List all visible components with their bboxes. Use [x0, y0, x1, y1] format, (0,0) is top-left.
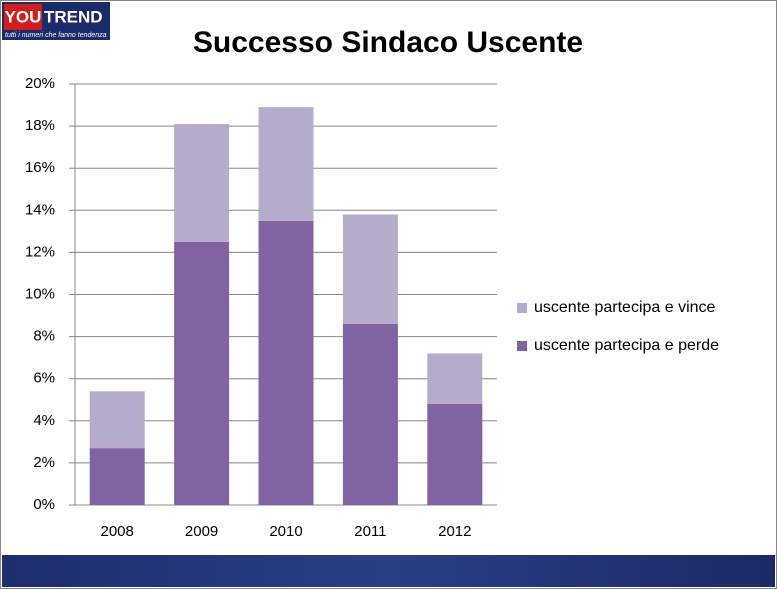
x-tick-label: 2010	[269, 523, 302, 540]
bar	[174, 241, 230, 505]
footer-band	[2, 555, 775, 587]
logo-left: YOU	[5, 7, 42, 26]
legend-label: uscente partecipa e perde	[534, 337, 719, 354]
y-tick-label: 8%	[33, 328, 55, 345]
x-tick-label: 2011	[354, 523, 386, 540]
y-tick-label: 18%	[25, 117, 55, 134]
bar	[258, 107, 314, 221]
chart-title: Successo Sindaco Uscente	[193, 26, 583, 59]
bar	[258, 220, 314, 505]
legend-swatch	[517, 341, 527, 351]
y-tick-label: 0%	[33, 496, 55, 513]
bar	[89, 448, 145, 505]
bar	[427, 403, 483, 505]
y-tick-label: 12%	[25, 243, 55, 260]
logo-red	[4, 4, 42, 30]
bar	[427, 353, 483, 404]
logo: YOU TREND tutti i numeri che fanno tende…	[2, 2, 110, 40]
bar	[342, 214, 398, 324]
y-tick-label: 10%	[25, 285, 55, 302]
y-tick-label: 14%	[25, 201, 55, 218]
x-tick-label: 2012	[438, 523, 471, 540]
logo-tagline: tutti i numeri che fanno tendenza	[5, 32, 107, 39]
x-tick-label: 2009	[185, 523, 218, 540]
y-tick-label: 6%	[33, 370, 55, 387]
bar	[342, 323, 398, 505]
y-tick-label: 16%	[25, 159, 55, 176]
bar	[89, 391, 145, 449]
y-tick-label: 20%	[25, 75, 55, 92]
y-tick-label: 4%	[33, 412, 55, 429]
bar	[174, 123, 230, 242]
x-tick-label: 2008	[101, 523, 134, 540]
legend-swatch	[517, 303, 527, 313]
y-tick-label: 2%	[33, 454, 55, 471]
logo-right: TREND	[44, 7, 103, 26]
legend-label: uscente partecipa e vince	[534, 299, 716, 316]
